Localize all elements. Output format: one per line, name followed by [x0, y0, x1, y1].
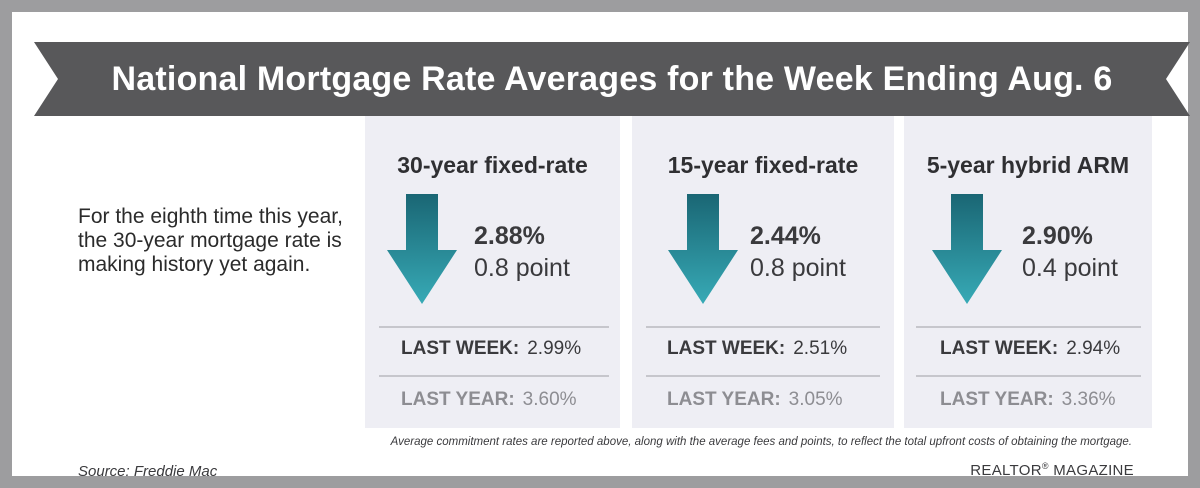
panel-30-year: 30-year fixed-rate 2.88% 0.8 point LAST …	[365, 116, 620, 428]
panel-title: 30-year fixed-rate	[397, 152, 588, 178]
last-year-value: 3.05%	[788, 389, 843, 410]
rate-change: 0.8 point	[750, 254, 846, 282]
banner-ribbon-shape	[34, 42, 1190, 116]
last-week-label: LAST WEEK:	[940, 338, 1059, 359]
last-year-label: LAST YEAR:	[401, 389, 515, 410]
rate-change: 0.4 point	[1022, 254, 1118, 282]
last-year-label: LAST YEAR:	[667, 389, 781, 410]
panel-title: 5-year hybrid ARM	[926, 152, 1130, 178]
last-year-value: 3.36%	[1061, 389, 1116, 410]
last-week-row: LAST WEEK: 2.94%	[940, 338, 1120, 360]
divider	[646, 375, 880, 377]
divider	[379, 326, 609, 328]
down-arrow-icon	[668, 194, 738, 304]
last-year-row: LAST YEAR: 3.36%	[940, 389, 1116, 411]
intro-text: For the eighth time this year, the 30-ye…	[78, 205, 343, 276]
panel-title: 15-year fixed-rate	[667, 152, 859, 178]
divider	[916, 326, 1141, 328]
last-week-value: 2.99%	[527, 338, 582, 359]
source-credit: Source: Freddie Mac	[78, 463, 218, 480]
last-year-row: LAST YEAR: 3.05%	[667, 389, 843, 411]
last-year-row: LAST YEAR: 3.60%	[401, 389, 577, 411]
down-arrow-icon	[387, 194, 457, 304]
page-title: National Mortgage Rate Averages for the …	[111, 60, 1113, 98]
down-arrow-icon	[932, 194, 1002, 304]
current-rate: 2.88%	[474, 222, 545, 250]
last-week-value: 2.94%	[1066, 338, 1121, 359]
last-week-row: LAST WEEK: 2.51%	[667, 338, 847, 360]
infographic-card: National Mortgage Rate Averages for the …	[12, 12, 1190, 480]
last-week-label: LAST WEEK:	[667, 338, 786, 359]
current-rate: 2.90%	[1022, 222, 1093, 250]
current-rate: 2.44%	[750, 222, 821, 250]
registered-mark: ®	[1041, 461, 1049, 471]
last-year-value: 3.60%	[522, 389, 577, 410]
last-year-label: LAST YEAR:	[940, 389, 1054, 410]
title-banner: National Mortgage Rate Averages for the …	[34, 42, 1190, 116]
rate-change: 0.8 point	[474, 254, 570, 282]
brand-suffix: MAGAZINE	[1048, 462, 1134, 479]
divider	[379, 375, 609, 377]
last-week-value: 2.51%	[793, 338, 848, 359]
panel-15-year: 15-year fixed-rate 2.44% 0.8 point LAST …	[632, 116, 894, 428]
brand-name: REALTOR	[970, 462, 1042, 479]
last-week-label: LAST WEEK:	[401, 338, 520, 359]
divider	[916, 375, 1141, 377]
footnote: Average commitment rates are reported ab…	[390, 436, 1132, 448]
last-week-row: LAST WEEK: 2.99%	[401, 338, 581, 360]
divider	[646, 326, 880, 328]
panel-5-year-arm: 5-year hybrid ARM 2.90% 0.4 point LAST W…	[904, 116, 1152, 428]
brand-logo: REALTOR® MAGAZINE	[970, 461, 1134, 479]
